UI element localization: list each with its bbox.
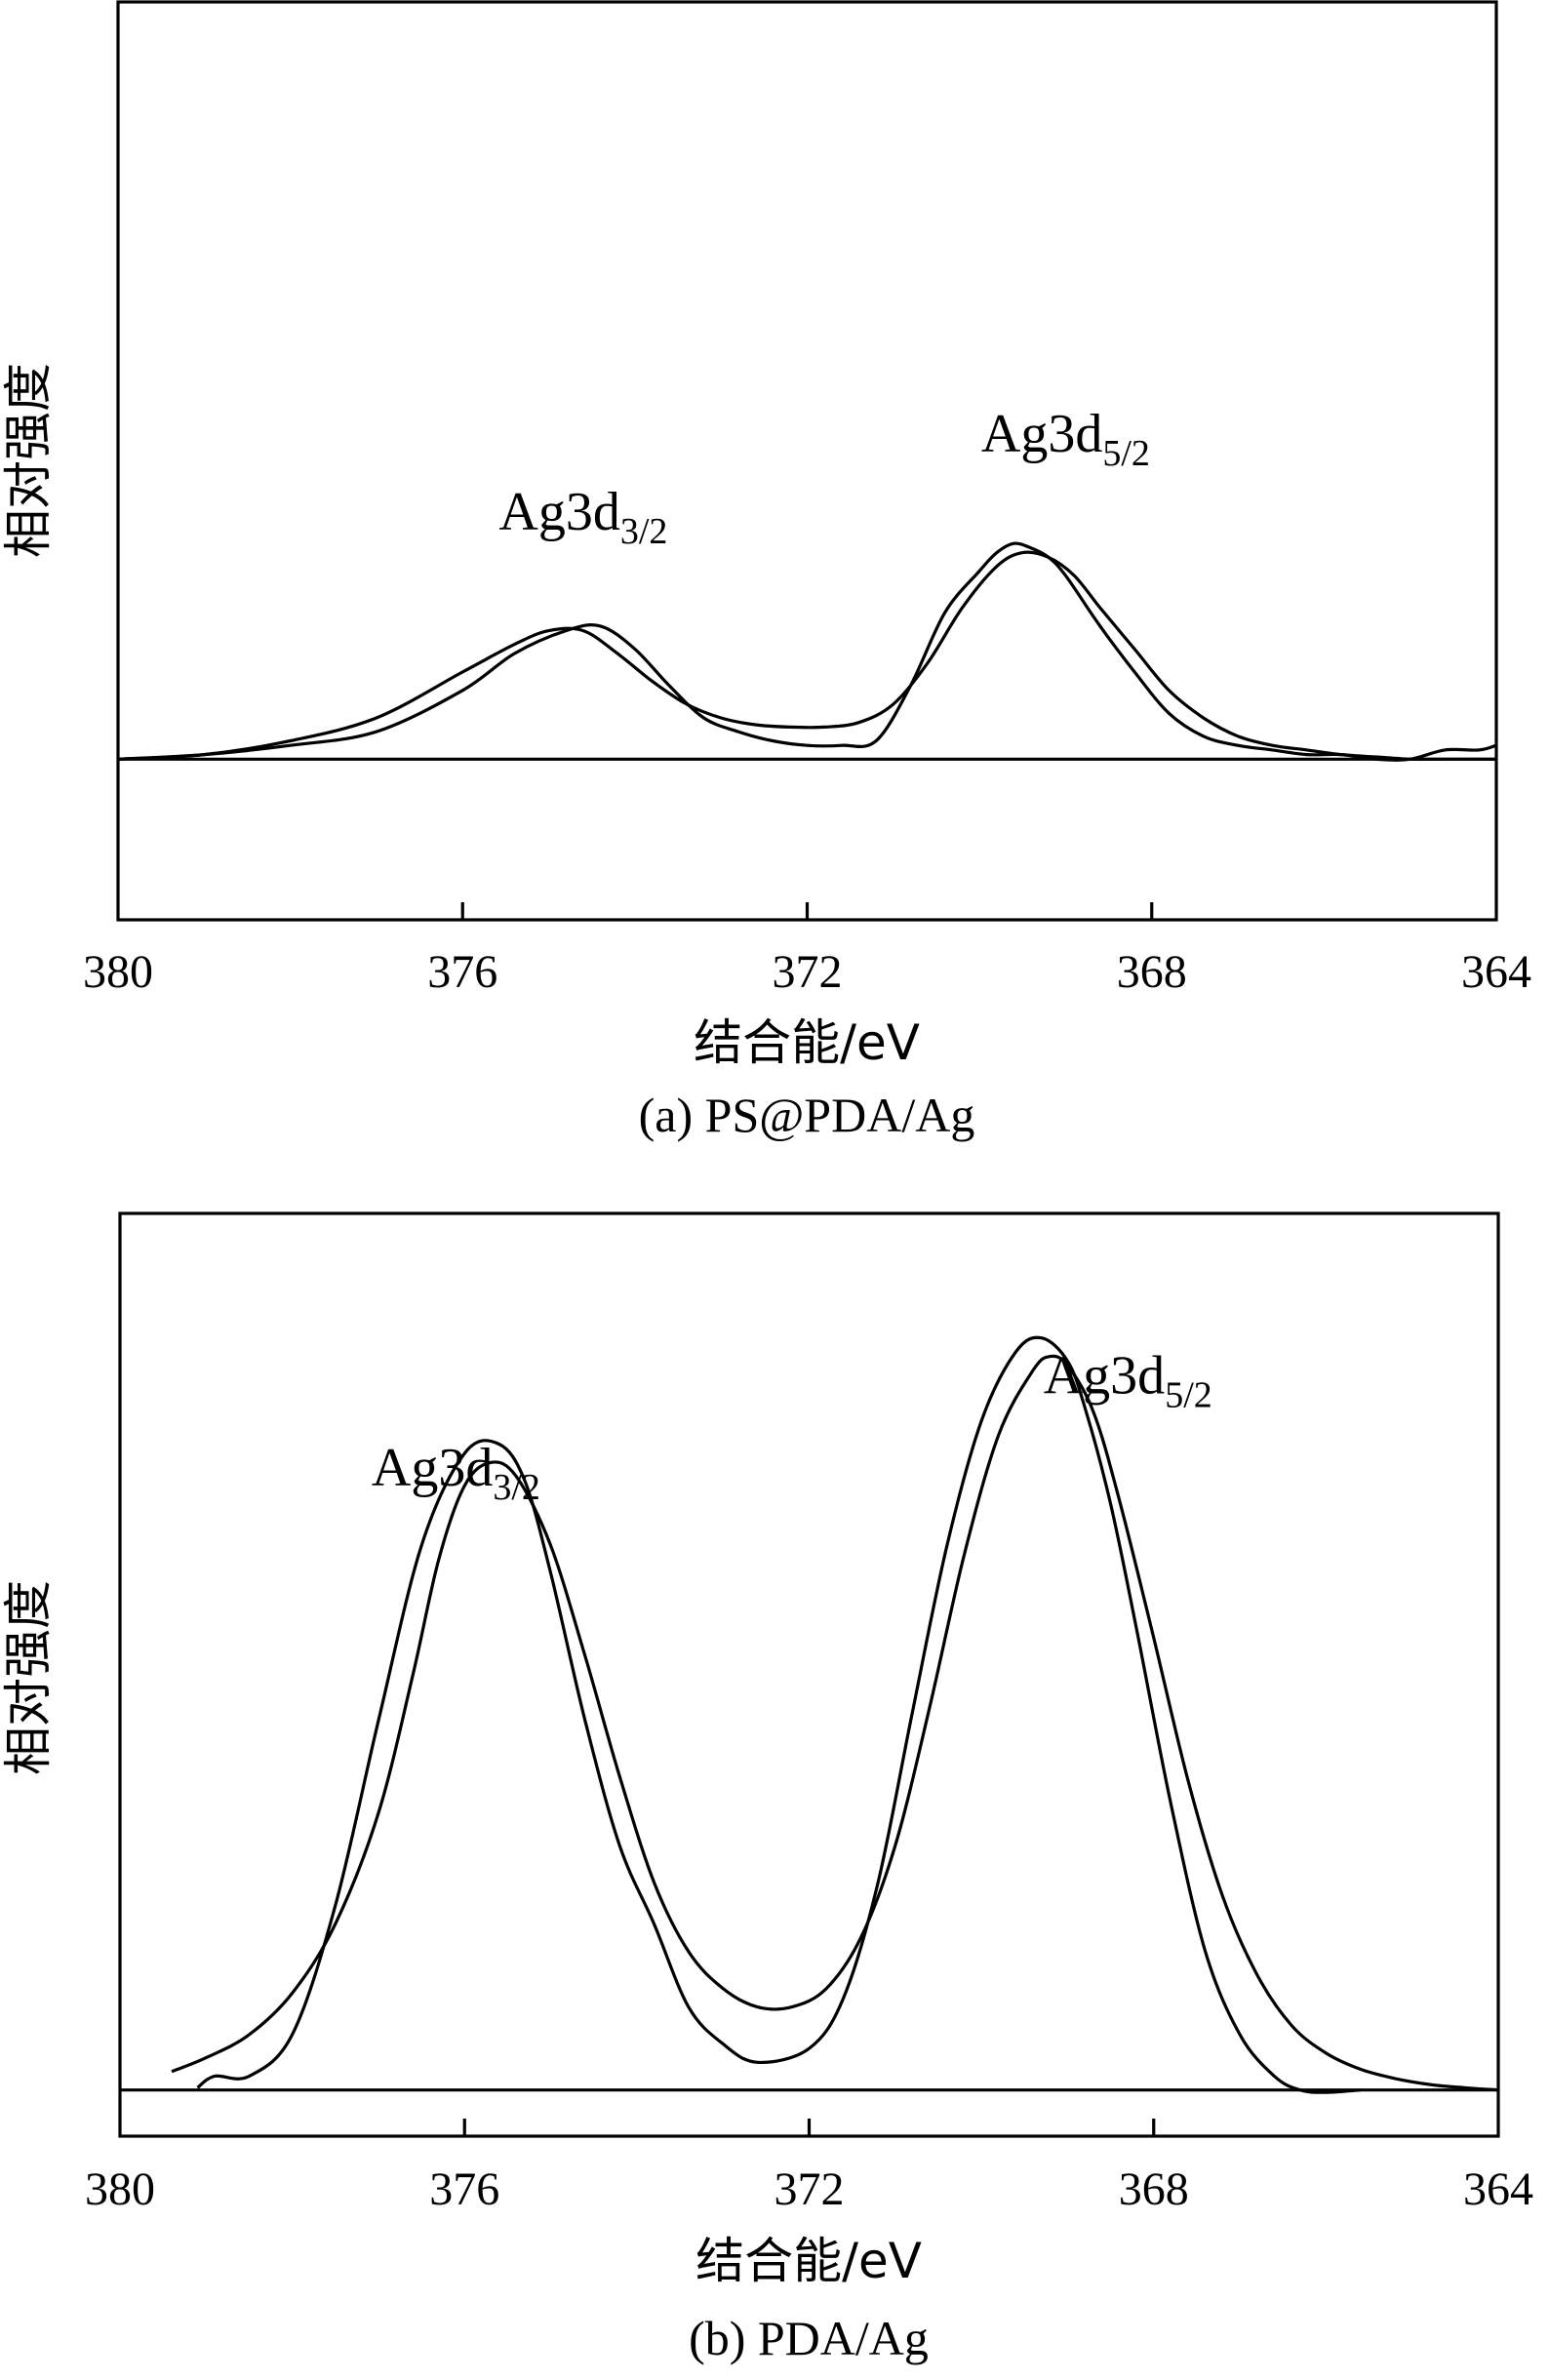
peak-label-a-3-2: Ag3d3/2 [498,482,667,552]
peak-label-b-5-2: Ag3d5/2 [1044,1345,1212,1415]
x-tick-label-a-368: 368 [1117,946,1187,998]
series-fit-a [117,550,1496,762]
x-tick-label-b-380: 380 [85,2163,155,2215]
plot-frame-a [116,0,1498,922]
x-tick-label-b-376: 376 [429,2163,499,2215]
plot-marks-a: 380 376 372 368 364 Ag3d3/2 Ag3d5/2 [83,404,1531,998]
plot-marks-b: 380 376 372 368 364 Ag3d3/2 Ag3d5/2 [85,1335,1533,2215]
series-measured-b [196,1335,1361,2094]
panel-a: 380 376 372 368 364 Ag3d3/2 Ag3d5/2 相对强度 结合能/e… [0,0,1531,1142]
x-axis-title-a: 结合能/eV [694,1014,920,1071]
y-axis-title-a: 相对强度 [0,363,57,558]
x-tick-label-a-364: 364 [1461,946,1531,998]
x-tick-label-a-372: 372 [773,946,843,998]
x-tick-label-b-364: 364 [1463,2163,1533,2215]
peak-label-b-3-2: Ag3d3/2 [372,1438,540,1508]
caption-a: (a) PS@PDA/Ag [639,1088,975,1142]
x-tick-label-b-372: 372 [774,2163,845,2215]
x-tick-label-a-380: 380 [83,946,153,998]
plot-frame-b [118,1211,1500,2138]
y-axis-title-b: 相对强度 [0,1580,57,1775]
peak-label-a-5-2: Ag3d5/2 [981,404,1150,474]
x-tick-label-b-368: 368 [1119,2163,1189,2215]
series-measured-a [117,541,1497,762]
x-tick-label-a-376: 376 [427,946,497,998]
series-fit-b [171,1354,1499,2092]
x-axis-title-b: 结合能/eV [695,2233,922,2289]
panel-b: 380 376 372 368 364 Ag3d3/2 Ag3d5/2 相对强度 结合能/e… [0,1211,1533,2365]
caption-b: (b) PDA/Ag [689,2311,929,2365]
